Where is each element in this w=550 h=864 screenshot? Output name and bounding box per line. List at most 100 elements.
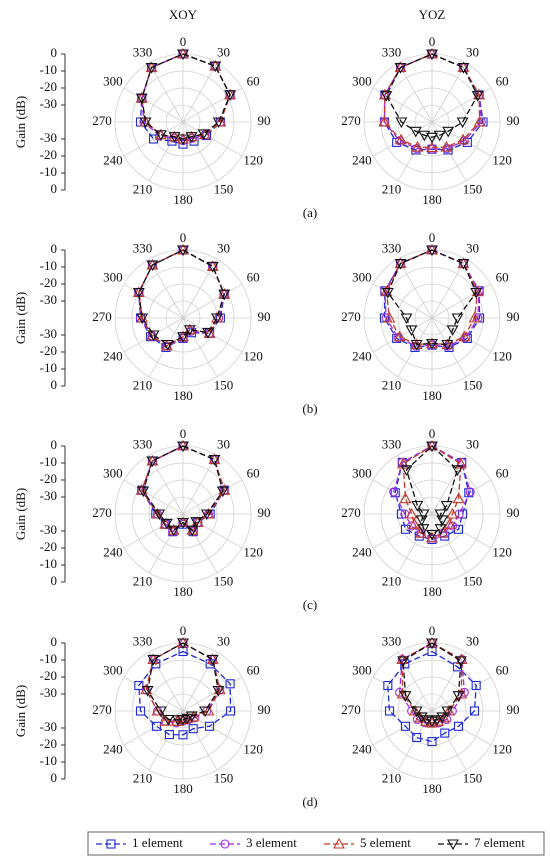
theta-tick-label: 300 xyxy=(352,465,372,480)
grid-spoke xyxy=(123,121,184,157)
marker xyxy=(135,93,148,105)
theta-tick-label: 120 xyxy=(492,741,512,756)
theta-tick-label: 120 xyxy=(492,152,512,167)
marker xyxy=(459,687,469,697)
grid-spoke xyxy=(431,513,492,549)
theta-tick-label: 150 xyxy=(463,377,483,392)
theta-tick-label: 30 xyxy=(217,437,230,452)
legend-marker xyxy=(333,837,345,849)
marker xyxy=(137,486,150,498)
marker xyxy=(418,130,431,142)
marker xyxy=(218,289,231,301)
theta-tick-label: 210 xyxy=(382,573,402,588)
marker xyxy=(202,327,214,339)
marker xyxy=(224,90,237,101)
theta-tick-label: 270 xyxy=(92,113,112,128)
marker xyxy=(426,441,438,453)
grid-spoke xyxy=(123,283,184,319)
radial-tick-label: 0 xyxy=(51,573,58,588)
grid-spoke xyxy=(182,676,243,712)
grid-spoke xyxy=(123,479,184,515)
radial-tick-label: -30 xyxy=(40,685,57,700)
theta-tick-label: 0 xyxy=(180,34,187,49)
radial-tick-label: -30 xyxy=(40,292,57,307)
radial-tick-label: 0 xyxy=(51,377,58,392)
grid-spoke xyxy=(123,87,184,123)
marker xyxy=(177,134,189,146)
marker xyxy=(456,133,469,145)
theta-tick-label: 270 xyxy=(92,309,112,324)
marker xyxy=(464,488,474,498)
radial-tick-label: -10 xyxy=(40,753,57,768)
grid-spoke xyxy=(182,513,218,574)
theta-tick-label: 0 xyxy=(180,623,187,638)
theta-tick-label: 30 xyxy=(217,241,230,256)
marker xyxy=(412,732,422,743)
marker xyxy=(434,524,447,535)
marker xyxy=(411,140,424,152)
theta-tick-label: 150 xyxy=(463,181,483,196)
marker xyxy=(147,330,160,342)
radial-tick-label: -30 xyxy=(40,522,57,537)
marker xyxy=(141,686,154,697)
marker xyxy=(186,525,199,537)
series-line xyxy=(384,249,480,347)
theta-tick-label: 270 xyxy=(341,113,361,128)
marker xyxy=(433,130,446,142)
marker xyxy=(214,115,227,127)
theta-tick-label: 60 xyxy=(247,662,260,677)
theta-tick-label: 210 xyxy=(133,377,153,392)
theta-tick-label: 270 xyxy=(341,505,361,520)
theta-tick-label: 90 xyxy=(258,702,271,717)
marker xyxy=(177,638,189,650)
marker xyxy=(154,706,167,718)
theta-tick-label: 330 xyxy=(382,634,402,649)
radial-tick-label: 0 xyxy=(51,241,58,256)
radial-tick-label: 0 xyxy=(51,770,58,785)
series-line xyxy=(402,445,462,539)
marker xyxy=(397,656,410,668)
theta-tick-label: 270 xyxy=(92,702,112,717)
marker xyxy=(146,456,159,468)
marker xyxy=(383,311,396,323)
series-line xyxy=(145,642,221,722)
marker xyxy=(440,140,453,152)
marker xyxy=(168,132,181,143)
series-line xyxy=(141,53,231,140)
radial-tick-label: -20 xyxy=(40,736,57,751)
grid-spoke xyxy=(123,676,184,712)
marker xyxy=(426,638,438,650)
marker xyxy=(441,706,454,718)
radial-tick-label: -20 xyxy=(40,668,57,683)
grid-spoke xyxy=(397,62,433,123)
marker xyxy=(394,62,407,74)
marker xyxy=(202,704,215,716)
theta-tick-label: 240 xyxy=(103,544,123,559)
marker xyxy=(473,115,486,127)
theta-tick-label: 210 xyxy=(382,181,402,196)
grid-spoke xyxy=(431,454,467,515)
theta-tick-label: 150 xyxy=(214,181,234,196)
marker xyxy=(147,654,160,666)
marker xyxy=(426,529,438,541)
marker xyxy=(436,515,449,527)
marker xyxy=(458,330,471,342)
theta-tick-label: 0 xyxy=(180,230,187,245)
theta-tick-label: 150 xyxy=(214,573,234,588)
theta-tick-label: 330 xyxy=(382,437,402,452)
radial-tick-label: -30 xyxy=(40,130,57,145)
theta-tick-label: 120 xyxy=(243,152,263,167)
marker xyxy=(442,126,455,138)
grid-spoke xyxy=(397,258,433,319)
theta-tick-label: 240 xyxy=(103,741,123,756)
marker xyxy=(136,313,149,325)
radial-tick-label: -20 xyxy=(40,343,57,358)
theta-tick-label: 300 xyxy=(103,465,123,480)
marker xyxy=(395,687,405,697)
marker xyxy=(177,441,189,453)
grid-spoke xyxy=(397,651,433,712)
marker xyxy=(415,712,428,724)
theta-tick-label: 240 xyxy=(103,152,123,167)
legend-label: 5 element xyxy=(360,835,411,850)
theta-tick-label: 210 xyxy=(382,770,402,785)
